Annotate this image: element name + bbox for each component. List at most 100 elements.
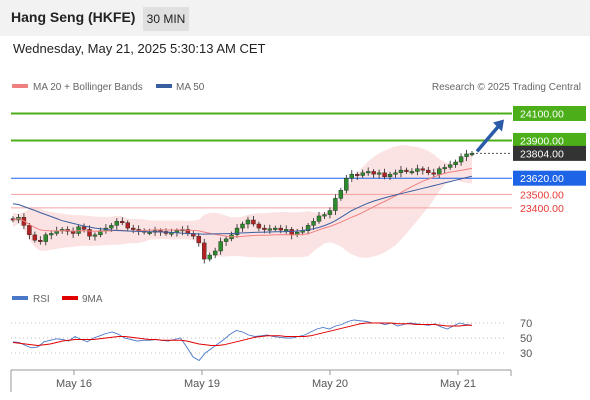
candle — [458, 153, 464, 166]
ma20-line — [12, 167, 473, 238]
level-label-resistance: 24100.00 — [513, 105, 586, 121]
candle — [333, 194, 338, 215]
candle — [344, 174, 349, 194]
candle — [284, 225, 289, 234]
candle — [437, 166, 442, 178]
candle — [234, 224, 240, 238]
candles — [10, 149, 475, 264]
candle — [415, 164, 420, 176]
candle — [431, 168, 436, 178]
candle — [43, 232, 48, 246]
rsi-legend-swatch — [12, 296, 28, 300]
candle — [426, 166, 431, 176]
rsi-line — [12, 319, 473, 362]
level-label-last: 23804.00 — [513, 145, 586, 161]
forecast-arrow — [475, 119, 504, 153]
bollinger-bands — [13, 145, 472, 258]
x-tick-label: May 21 — [440, 378, 476, 390]
candle — [365, 167, 371, 176]
level-label-resistance: 23900.00 — [513, 132, 586, 148]
candle — [382, 168, 387, 180]
candle — [338, 187, 344, 201]
candle — [393, 169, 398, 178]
timeframe-button[interactable]: 30 MIN — [143, 7, 189, 31]
rsi-legend-label: RSI — [33, 294, 50, 305]
x-tick-label: May 19 — [184, 378, 220, 390]
level-label-support: 23500.00 — [520, 189, 564, 201]
candle — [92, 232, 98, 241]
candle — [87, 225, 92, 240]
candle — [360, 169, 365, 178]
candle — [311, 218, 316, 230]
rsi-tick-label: 30 — [520, 348, 532, 360]
x-tick-label: May 20 — [312, 378, 348, 390]
candle — [240, 221, 245, 232]
x-ticks: May 16 May 19 May 20 May 21 — [56, 370, 476, 390]
candle — [447, 160, 453, 170]
rsi-panel: 70 50 30 — [11, 318, 532, 362]
level-label-text: 23900.00 — [520, 135, 564, 147]
date-line: Wednesday, May 21, 2025 5:30:13 AM CET — [13, 41, 266, 56]
candle — [398, 166, 404, 178]
candle — [355, 171, 360, 180]
candle — [404, 167, 409, 174]
candle — [464, 149, 469, 162]
candle — [131, 224, 136, 234]
x-tick-label: May 16 — [56, 378, 92, 390]
copyright: Research © 2025 Trading Central — [432, 82, 581, 93]
candle — [349, 170, 354, 182]
candle — [316, 211, 322, 224]
instrument-title: Hang Seng (HKFE) — [11, 9, 136, 25]
rsi-tick-label: 70 — [520, 318, 532, 330]
level-label-text: 23804.00 — [520, 148, 564, 160]
candle — [245, 216, 251, 229]
level-label-text: 24100.00 — [520, 108, 564, 120]
level-label-pivot: 23620.00 — [513, 170, 586, 186]
rsi-tick-label: 50 — [520, 333, 532, 345]
level-label-support: 23400.00 — [520, 203, 564, 215]
candle — [251, 215, 256, 227]
forecast-arrow-head — [493, 119, 504, 132]
candle — [125, 220, 130, 232]
level-label-text: 23500.00 — [520, 189, 564, 201]
candle — [469, 150, 475, 157]
candle — [49, 230, 54, 240]
ma50-line — [12, 175, 473, 235]
ma9-legend-swatch — [62, 296, 78, 300]
candle — [218, 237, 223, 255]
candle — [223, 236, 229, 247]
ma50-legend-swatch — [156, 84, 172, 88]
candle — [120, 217, 125, 226]
candle — [322, 212, 327, 220]
ma20-legend-swatch — [12, 84, 28, 88]
bollinger-band-area — [13, 145, 472, 258]
candle — [76, 224, 81, 236]
chart-header: Hang Seng (HKFE) 30 MIN — [0, 0, 590, 36]
candle — [420, 166, 426, 175]
candle — [327, 207, 333, 219]
candle — [114, 218, 120, 230]
level-label-text: 23400.00 — [520, 203, 564, 215]
candle — [387, 171, 393, 180]
level-label-text: 23620.00 — [520, 173, 564, 185]
moving-averages — [12, 167, 473, 238]
candle — [305, 222, 311, 235]
candle — [196, 232, 201, 247]
candle — [453, 159, 458, 168]
candle — [212, 247, 218, 259]
candle — [376, 169, 382, 179]
candle — [38, 236, 43, 245]
candle — [442, 164, 447, 174]
candle — [409, 168, 415, 175]
ma50-legend-label: MA 50 — [176, 82, 205, 93]
forecast-arrow-shaft — [475, 123, 502, 153]
ma20-legend-label: MA 20 + Bollinger Bands — [33, 82, 143, 93]
candle — [202, 238, 207, 264]
candle — [207, 252, 212, 262]
candle — [32, 231, 38, 243]
candle — [371, 169, 376, 178]
rsi-ma9-line — [12, 322, 472, 347]
candle — [256, 221, 262, 232]
